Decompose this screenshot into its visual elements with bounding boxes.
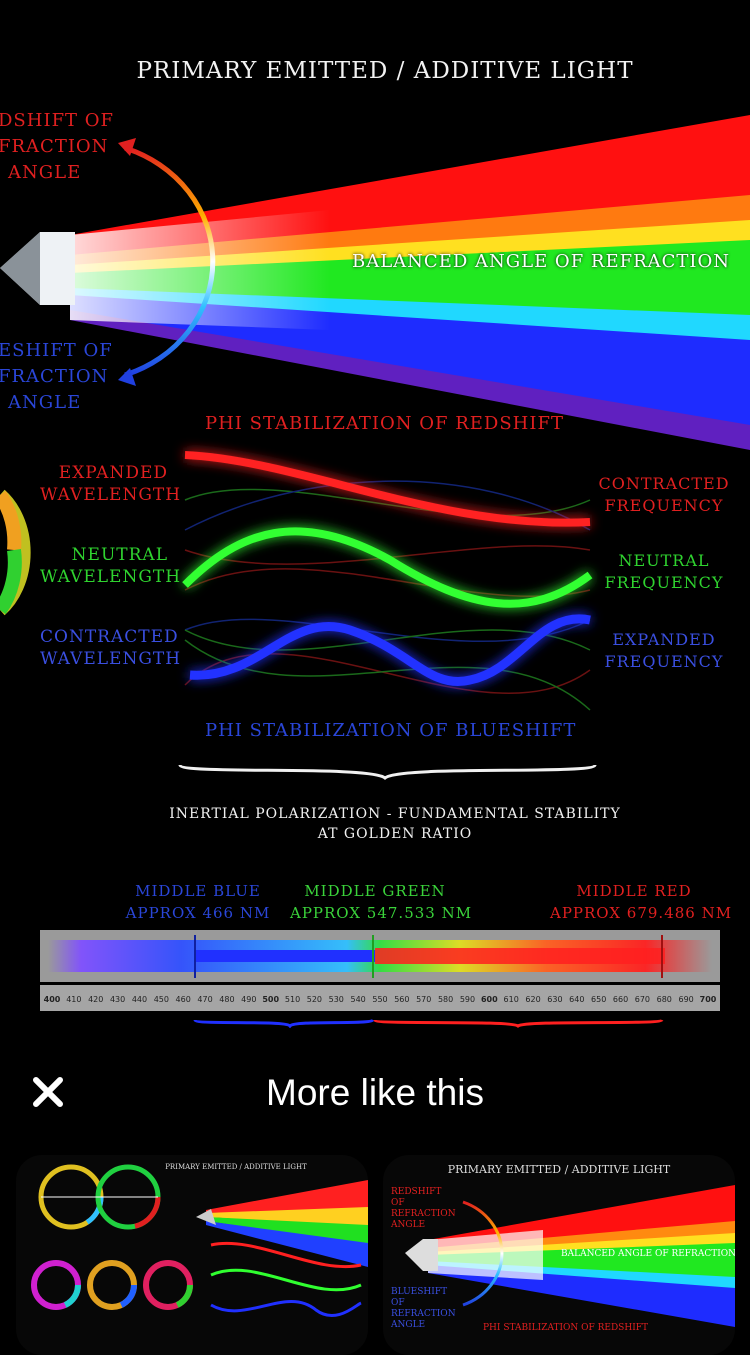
- thumbnail-title: PRIMARY EMITTED / ADDITIVE LIGHT: [447, 1163, 671, 1176]
- sheet-title: More like this: [266, 1072, 484, 1113]
- neutral-wavelength-label: NEUTRAL WAVELENGTH: [40, 545, 182, 587]
- scale-tick-label: 400: [44, 995, 61, 1004]
- contracted-frequency-label: CONTRACTED FREQUENCY: [598, 474, 730, 515]
- scale-tick-label: 670: [635, 995, 650, 1004]
- expanded-wavelength-label: EXPANDED WAVELENGTH: [40, 463, 182, 505]
- contracted-wavelength-label: CONTRACTED WAVELENGTH: [40, 627, 182, 669]
- scale-tick-label: 600: [481, 995, 498, 1004]
- scale-tick-label: 540: [350, 995, 365, 1004]
- scale-tick-label: 680: [657, 995, 672, 1004]
- image-title: PRIMARY EMITTED / ADDITIVE LIGHT: [136, 58, 634, 84]
- scale-tick-label: 490: [241, 995, 256, 1004]
- thumbnail-phi-label: PHI STABILIZATION OF REDSHIFT: [483, 1323, 648, 1333]
- color-wheel-fragment: [0, 489, 31, 616]
- thumbnail-artwork: [405, 1185, 735, 1327]
- balanced-angle-label: BALANCED ANGLE OF REFRACTION: [352, 251, 731, 272]
- related-pin-thumbnail[interactable]: PRIMARY EMITTED / ADDITIVE LIGHT: [16, 1155, 368, 1355]
- scale-tick-label: 550: [372, 995, 387, 1004]
- scale-tick-label: 500: [262, 995, 279, 1004]
- scale-tick-label: 630: [547, 995, 562, 1004]
- scale-tick-label: 570: [416, 995, 431, 1004]
- neutral-frequency-label: NEUTRAL FREQUENCY: [604, 551, 724, 592]
- scale-tick-label: 660: [613, 995, 628, 1004]
- scale-tick-label: 580: [438, 995, 453, 1004]
- thumbnail-title: PRIMARY EMITTED / ADDITIVE LIGHT: [165, 1163, 307, 1171]
- expanded-frequency-label: EXPANDED FREQUENCY: [604, 630, 724, 671]
- scale-tick-label: 430: [110, 995, 125, 1004]
- scale-tick-label: 440: [132, 995, 147, 1004]
- phi-redshift-label: PHI STABILIZATION OF REDSHIFT: [205, 413, 564, 434]
- scale-tick-label: 460: [176, 995, 191, 1004]
- spectrum-beam: [70, 115, 750, 450]
- close-icon: [33, 1077, 63, 1107]
- scale-tick-label: 410: [66, 995, 81, 1004]
- blueshift-angle-label: ESHIFT OF FRACTION ANGLE: [0, 340, 113, 413]
- close-button[interactable]: [26, 1070, 70, 1114]
- thumbnail-blueshift-label: BLUESHIFT OF REFRACTION ANGLE: [391, 1287, 456, 1330]
- scale-tick-label: 480: [219, 995, 234, 1004]
- thumbnail-balanced-label: BALANCED ANGLE OF REFRACTION: [561, 1249, 735, 1259]
- scale-tick-label: 520: [307, 995, 322, 1004]
- scale-tick-label: 650: [591, 995, 606, 1004]
- scale-tick-label: 560: [394, 995, 409, 1004]
- scale-tick-label: 590: [460, 995, 475, 1004]
- scale-tick-label: 700: [700, 995, 717, 1004]
- thumbnail-artwork: [31, 1164, 368, 1318]
- scale-tick-label: 640: [569, 995, 584, 1004]
- scale-tick-label: 510: [285, 995, 300, 1004]
- phi-blueshift-label: PHI STABILIZATION OF BLUESHIFT: [205, 720, 577, 741]
- status-bar: [0, 0, 750, 30]
- thumbnail-redshift-label: REDSHIFT OF REFRACTION ANGLE: [391, 1187, 456, 1230]
- scale-tick-label: 610: [504, 995, 519, 1004]
- scale-tick-label: 470: [197, 995, 212, 1004]
- middle-blue-label: MIDDLE BLUE APPROX 466 NM: [125, 882, 271, 922]
- scale-tick-label: 530: [329, 995, 344, 1004]
- pin-image[interactable]: 400 410 420 430 440 450 460 470 480 490 500 510 520 5…: [0, 30, 750, 1070]
- scale-tick-label: 450: [154, 995, 169, 1004]
- scale-tick-label: 690: [678, 995, 693, 1004]
- scale-tick-label: 620: [525, 995, 540, 1004]
- wavelength-scale: 400 410 420 430 440 450 460 470 480 490 500 510 520 5…: [44, 995, 717, 1004]
- spectrum-artwork: 400 410 420 430 440 450 460 470 480 490 500 510 520 5…: [0, 115, 750, 1029]
- middle-red-label: MIDDLE RED APPROX 679.486 NM: [550, 882, 733, 922]
- scale-tick-label: 420: [88, 995, 103, 1004]
- related-pin-thumbnail[interactable]: PRIMARY EMITTED / ADDITIVE LIGHT REDSHIF…: [383, 1155, 735, 1355]
- prism-icon: [0, 232, 75, 305]
- inertial-polarization-caption: INERTIAL POLARIZATION - FUNDAMENTAL STAB…: [169, 806, 621, 842]
- redshift-angle-label: DSHIFT OF FRACTION ANGLE: [0, 110, 115, 183]
- middle-green-label: MIDDLE GREEN APPROX 547.533 NM: [290, 882, 473, 922]
